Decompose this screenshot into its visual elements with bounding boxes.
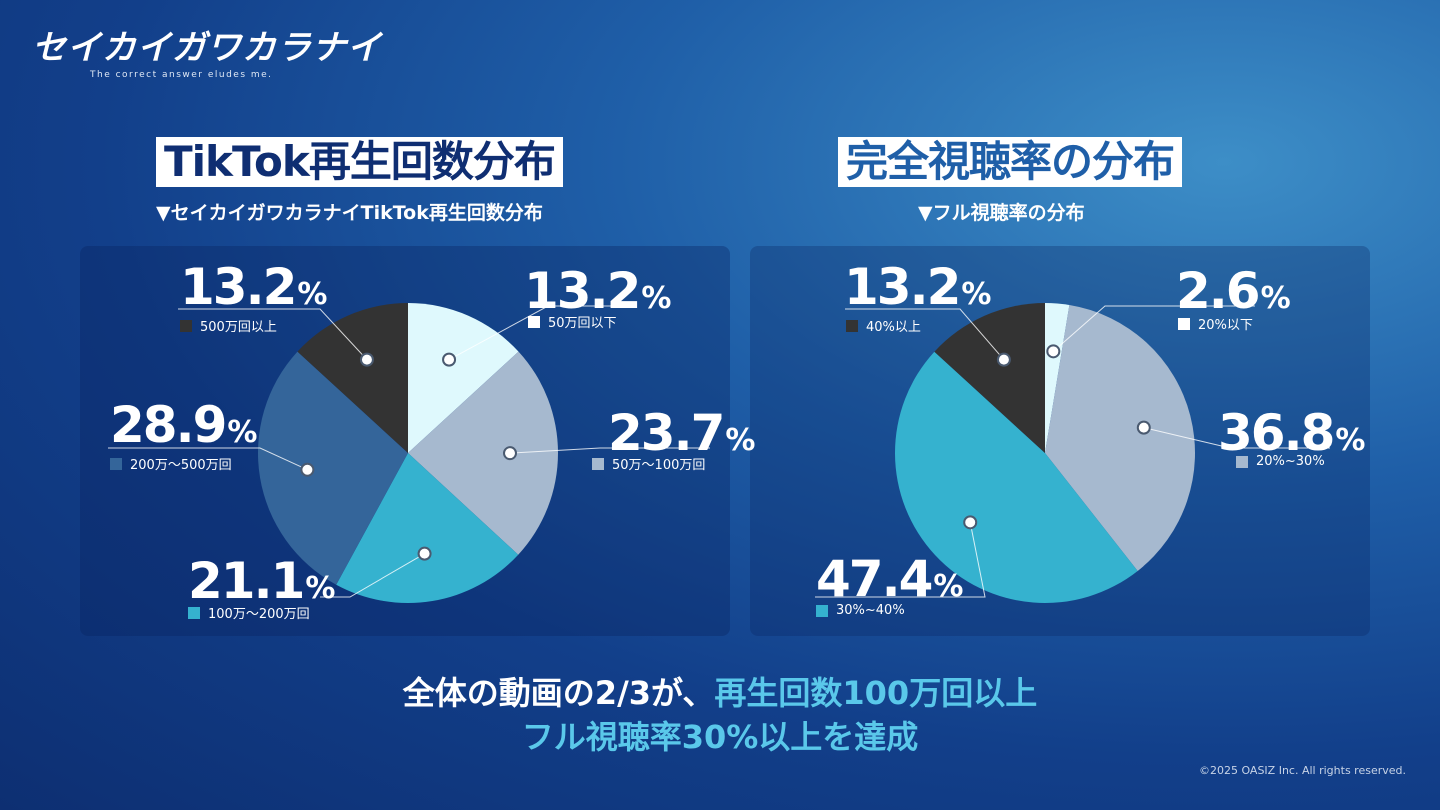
leader-dot-0-2 bbox=[417, 546, 432, 561]
right-legend-3: 40%以上 bbox=[846, 316, 921, 335]
brand-logo: セイカイガワカラナイ The correct answer eludes me. bbox=[32, 28, 382, 80]
left-label-pct-1: 23.7% bbox=[608, 404, 756, 462]
conclusion-line-1: 全体の動画の2/3が、再生回数100万回以上 bbox=[0, 668, 1440, 714]
legend-swatch bbox=[816, 604, 828, 617]
legend-swatch bbox=[180, 319, 192, 332]
leader-line-0-1 bbox=[509, 447, 710, 454]
pie-slice-0-3 bbox=[258, 351, 408, 585]
left-legend-4: 500万回以上 bbox=[180, 316, 277, 335]
leader-dot-1-1 bbox=[1136, 420, 1151, 435]
left-chart-title: TikTok再生回数分布 bbox=[156, 137, 563, 187]
leader-dot-0-0 bbox=[442, 352, 457, 367]
right-legend-0: 20%以下 bbox=[1178, 314, 1253, 333]
legend-swatch bbox=[1236, 455, 1248, 468]
left-label-pct-2: 21.1% bbox=[188, 552, 336, 610]
left-label-pct-4: 13.2% bbox=[180, 258, 328, 316]
leader-dot-1-0 bbox=[1046, 344, 1061, 359]
left-legend-1: 50万～100万回 bbox=[592, 454, 705, 473]
leader-dot-0-3 bbox=[300, 462, 315, 477]
leader-dot-1-2 bbox=[963, 515, 978, 530]
legend-swatch bbox=[846, 319, 858, 332]
pie-slice-0-1 bbox=[408, 351, 558, 555]
leader-line-1-0 bbox=[1052, 305, 1255, 352]
right-chart-title: 完全視聴率の分布 bbox=[838, 137, 1183, 187]
leader-line-1-1 bbox=[1143, 427, 1330, 449]
pie-chart-0 bbox=[108, 303, 710, 603]
leader-line-0-2 bbox=[320, 553, 425, 598]
leader-dot-0-1 bbox=[502, 446, 517, 461]
left-label-pct-3: 28.9% bbox=[110, 396, 258, 454]
left-legend-3: 200万～500万回 bbox=[110, 454, 232, 473]
right-legend-2: 30%~40% bbox=[816, 603, 905, 618]
pie-slice-1-2 bbox=[895, 351, 1138, 603]
logo-wordmark: セイカイガワカラナイ bbox=[32, 28, 382, 68]
pie-slice-1-1 bbox=[1045, 304, 1195, 571]
pie-slice-0-0 bbox=[408, 303, 519, 453]
conclusion-highlight: 再生回数100万回以上 bbox=[714, 674, 1038, 712]
leader-line-0-4 bbox=[178, 308, 368, 360]
right-label-pct-3: 13.2% bbox=[844, 258, 992, 316]
right-label-pct-1: 36.8% bbox=[1218, 404, 1366, 462]
left-chart-subtitle: ▼セイカイガワカラナイTikTok再生回数分布 bbox=[156, 202, 543, 224]
legend-swatch bbox=[592, 457, 604, 470]
leader-line-1-2 bbox=[815, 522, 986, 598]
copyright-text: ©2025 OASIZ Inc. All rights reserved. bbox=[1198, 764, 1406, 777]
pie-slice-1-0 bbox=[1045, 303, 1070, 453]
right-label-pct-0: 2.6% bbox=[1176, 262, 1291, 320]
pie-slice-0-4 bbox=[297, 303, 408, 453]
legend-swatch bbox=[188, 606, 200, 619]
leader-line-0-0 bbox=[448, 305, 620, 361]
right-legend-1: 20%~30% bbox=[1236, 454, 1325, 469]
left-legend-2: 100万～200万回 bbox=[188, 603, 310, 622]
conclusion-prefix: 全体の動画の2/3が、 bbox=[402, 674, 715, 712]
right-label-pct-2: 47.4% bbox=[816, 550, 964, 608]
legend-swatch bbox=[528, 315, 540, 328]
logo-tagline: The correct answer eludes me. bbox=[90, 70, 273, 80]
legend-swatch bbox=[110, 457, 122, 470]
leader-dot-0-4 bbox=[359, 352, 374, 367]
pie-slice-0-2 bbox=[336, 453, 519, 603]
left-label-pct-0: 13.2% bbox=[524, 262, 672, 320]
legend-swatch bbox=[1178, 317, 1190, 330]
left-legend-0: 50万回以下 bbox=[528, 312, 617, 331]
conclusion-line-2: フル視聴率30%以上を達成 bbox=[521, 718, 919, 756]
leader-line-1-3 bbox=[845, 308, 1005, 360]
leader-dot-1-3 bbox=[996, 352, 1011, 367]
leader-line-0-3 bbox=[108, 447, 308, 471]
pie-slice-1-3 bbox=[934, 303, 1045, 453]
right-chart-subtitle: ▼フル視聴率の分布 bbox=[918, 202, 1085, 224]
pie-chart-1 bbox=[815, 303, 1330, 603]
